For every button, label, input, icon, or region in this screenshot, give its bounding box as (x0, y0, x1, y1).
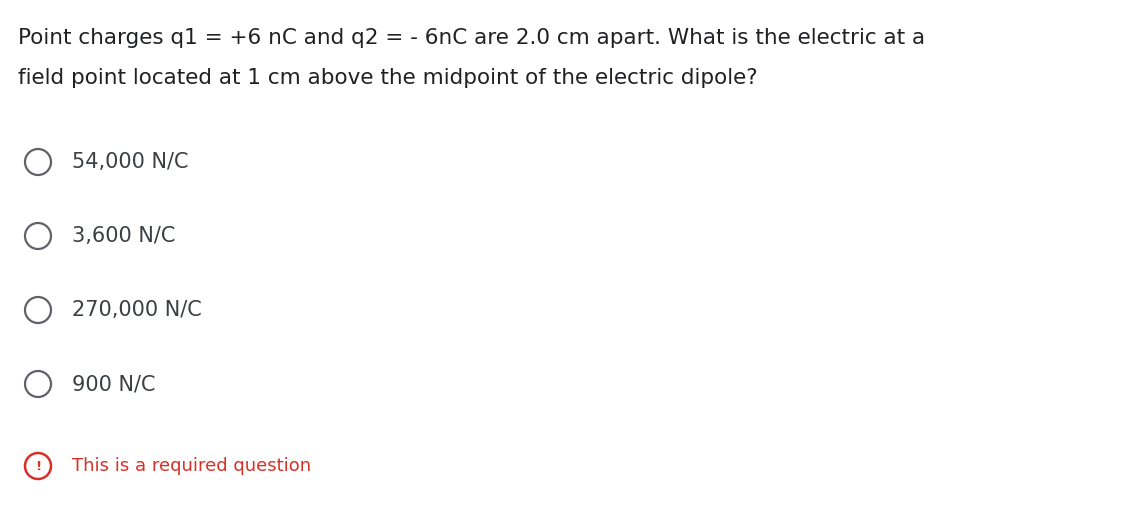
Text: 3,600 N/C: 3,600 N/C (72, 226, 175, 246)
Text: 900 N/C: 900 N/C (72, 374, 156, 394)
Text: 54,000 N/C: 54,000 N/C (72, 152, 188, 172)
Text: field point located at 1 cm above the midpoint of the electric dipole?: field point located at 1 cm above the mi… (18, 68, 757, 88)
Text: This is a required question: This is a required question (72, 457, 311, 475)
Text: Point charges q1 = +6 nC and q2 = - 6nC are 2.0 cm apart. What is the electric a: Point charges q1 = +6 nC and q2 = - 6nC … (18, 28, 926, 48)
Text: !: ! (35, 460, 42, 473)
Text: 270,000 N/C: 270,000 N/C (72, 300, 202, 320)
